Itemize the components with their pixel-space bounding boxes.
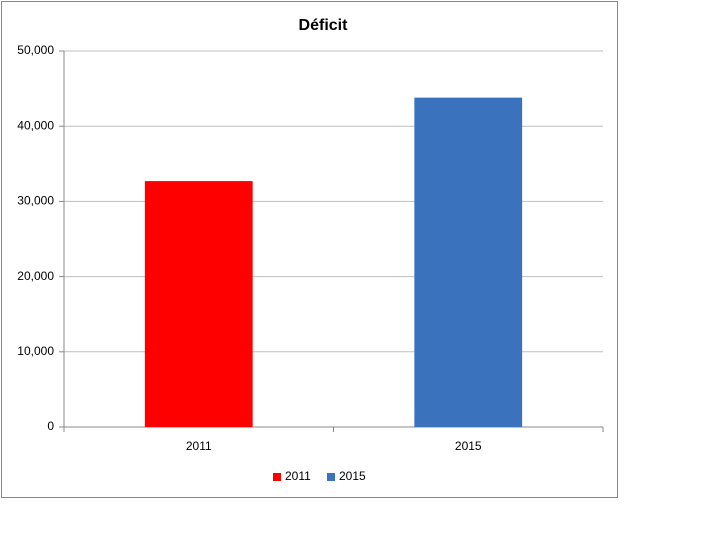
- chart-frame: [1, 1, 618, 498]
- legend-label: 2011: [285, 469, 311, 483]
- bar: [414, 97, 523, 428]
- chart-title: Déficit: [299, 17, 349, 34]
- y-tick-label: 30,000: [17, 194, 54, 208]
- y-tick-label: 50,000: [17, 43, 54, 57]
- legend-label: 2015: [339, 469, 366, 483]
- legend-swatch: [273, 473, 281, 481]
- y-tick-label: 10,000: [17, 344, 54, 358]
- y-tick-label: 0: [47, 419, 54, 433]
- x-tick-label: 2015: [455, 439, 482, 453]
- y-tick-label: 20,000: [17, 269, 54, 283]
- x-tick-label: 2011: [186, 439, 212, 453]
- bar: [144, 181, 253, 427]
- legend-swatch: [327, 473, 335, 481]
- y-tick-label: 40,000: [17, 118, 54, 132]
